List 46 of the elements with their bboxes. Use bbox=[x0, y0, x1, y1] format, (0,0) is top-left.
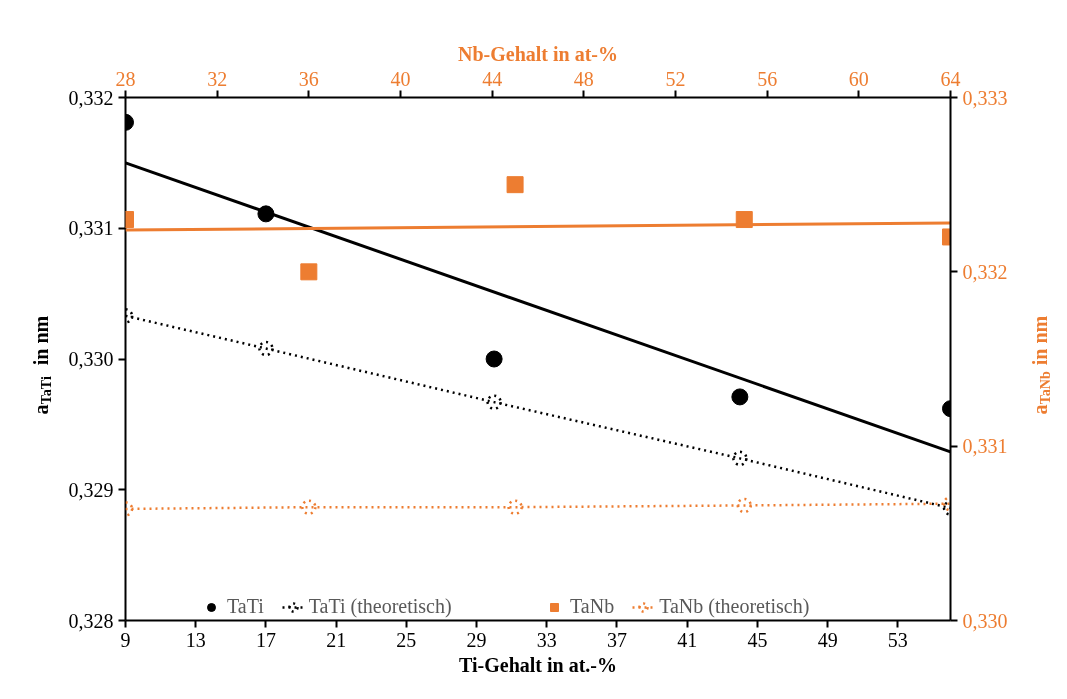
y-tick-label: 0,330 bbox=[68, 348, 114, 370]
point bbox=[301, 499, 317, 515]
y-axis-title: aTaNb in nm bbox=[1028, 315, 1053, 415]
x-tick-label: 28 bbox=[115, 67, 136, 90]
x-tick-label: 41 bbox=[677, 628, 698, 651]
point bbox=[507, 499, 523, 515]
y-tick-label: 0,331 bbox=[68, 217, 114, 240]
x-tick-label: 33 bbox=[536, 628, 557, 651]
x-tick-label: 37 bbox=[606, 628, 627, 651]
point bbox=[485, 350, 503, 368]
x-tick-label: 52 bbox=[665, 67, 686, 90]
x-tick-label: 21 bbox=[326, 628, 347, 651]
x-tick-label: 49 bbox=[817, 628, 838, 651]
x-tick-label: 29 bbox=[466, 628, 487, 651]
x-tick-label: 48 bbox=[573, 67, 594, 90]
x-tick-label: 45 bbox=[747, 628, 768, 651]
x-tick-label: 25 bbox=[396, 628, 417, 651]
legend-label: TaTi (theoretisch) bbox=[308, 595, 452, 618]
x-axis-title: Nb-Gehalt in at-% bbox=[458, 42, 618, 65]
x-tick-label: 44 bbox=[482, 67, 503, 90]
legend-label: TaNb (theoretisch) bbox=[659, 595, 810, 618]
legend-label: TaTi bbox=[227, 595, 264, 618]
x-tick-label: 13 bbox=[185, 628, 206, 651]
x-tick-label: 64 bbox=[940, 67, 961, 90]
x-tick-label: 40 bbox=[390, 67, 411, 90]
point bbox=[506, 176, 524, 194]
point bbox=[300, 263, 318, 281]
y-tick-label: 0,328 bbox=[68, 609, 114, 632]
x-tick-label: 36 bbox=[298, 67, 319, 90]
y-tick-label: 0,332 bbox=[68, 86, 114, 109]
x-tick-label: 17 bbox=[255, 628, 276, 651]
x-tick-label: 9 bbox=[120, 628, 131, 651]
legend-label: TaNb bbox=[570, 595, 615, 618]
y-tick-label: 0,333 bbox=[962, 86, 1008, 109]
y-tick-label: 0,330 bbox=[962, 609, 1008, 632]
point bbox=[736, 497, 752, 514]
x-tick-label: 60 bbox=[848, 67, 869, 90]
y-axis-title: aTaTi in nm bbox=[29, 315, 54, 415]
x-tick-label: 53 bbox=[887, 628, 908, 651]
x-axis-title: Ti-Gehalt in at.-% bbox=[459, 653, 617, 676]
x-tick-label: 32 bbox=[207, 67, 228, 90]
y-tick-label: 0,329 bbox=[68, 478, 114, 501]
y-tick-label: 0,332 bbox=[962, 260, 1008, 283]
x-tick-label: 56 bbox=[757, 67, 778, 90]
y-tick-label: 0,331 bbox=[962, 435, 1008, 458]
point bbox=[486, 394, 502, 410]
